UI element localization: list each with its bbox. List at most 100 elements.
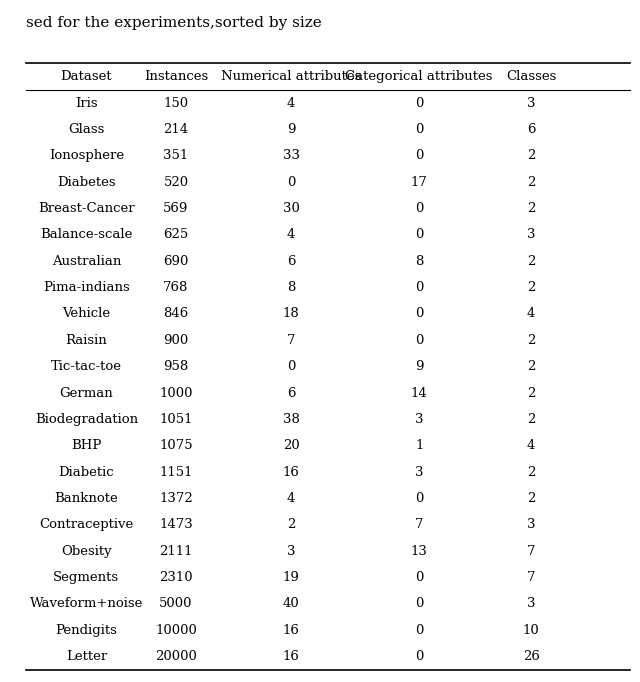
- Text: 958: 958: [163, 360, 189, 373]
- Text: 2: 2: [527, 334, 536, 347]
- Text: 0: 0: [287, 176, 296, 189]
- Text: Biodegradation: Biodegradation: [35, 413, 138, 426]
- Text: Raisin: Raisin: [65, 334, 108, 347]
- Text: 1075: 1075: [159, 439, 193, 452]
- Text: 4: 4: [287, 228, 296, 241]
- Text: 2: 2: [527, 149, 536, 162]
- Text: 30: 30: [283, 202, 300, 215]
- Text: 8: 8: [415, 255, 424, 268]
- Text: 0: 0: [415, 123, 424, 136]
- Text: Banknote: Banknote: [54, 492, 118, 505]
- Text: 2: 2: [527, 360, 536, 373]
- Text: 16: 16: [283, 466, 300, 479]
- Text: 0: 0: [415, 149, 424, 162]
- Text: 2: 2: [527, 413, 536, 426]
- Text: 13: 13: [411, 545, 428, 558]
- Text: Pima-indians: Pima-indians: [43, 281, 130, 294]
- Text: 1051: 1051: [159, 413, 193, 426]
- Text: 10000: 10000: [155, 624, 197, 637]
- Text: 20: 20: [283, 439, 300, 452]
- Text: 6: 6: [287, 255, 296, 268]
- Text: Iris: Iris: [75, 97, 98, 110]
- Text: 6: 6: [287, 387, 296, 400]
- Text: Tic-tac-toe: Tic-tac-toe: [51, 360, 122, 373]
- Text: sed for the experiments,sorted by size: sed for the experiments,sorted by size: [26, 16, 321, 30]
- Text: 625: 625: [163, 228, 189, 241]
- Text: 3: 3: [415, 466, 424, 479]
- Text: 3: 3: [527, 97, 536, 110]
- Text: 6: 6: [527, 123, 536, 136]
- Text: 16: 16: [283, 624, 300, 637]
- Text: Letter: Letter: [66, 650, 107, 663]
- Text: 0: 0: [415, 97, 424, 110]
- Text: 9: 9: [287, 123, 296, 136]
- Text: Ionosphere: Ionosphere: [49, 149, 124, 162]
- Text: 20000: 20000: [155, 650, 197, 663]
- Text: Numerical attributes: Numerical attributes: [221, 70, 362, 83]
- Text: 10: 10: [523, 624, 540, 637]
- Text: 2: 2: [527, 202, 536, 215]
- Text: 214: 214: [163, 123, 189, 136]
- Text: 4: 4: [287, 492, 296, 505]
- Text: 17: 17: [411, 176, 428, 189]
- Text: Diabetes: Diabetes: [57, 176, 116, 189]
- Text: 2: 2: [527, 466, 536, 479]
- Text: 5000: 5000: [159, 597, 193, 610]
- Text: 19: 19: [283, 571, 300, 584]
- Text: 2: 2: [527, 387, 536, 400]
- Text: 3: 3: [527, 518, 536, 531]
- Text: 1000: 1000: [159, 387, 193, 400]
- Text: 8: 8: [287, 281, 296, 294]
- Text: 2310: 2310: [159, 571, 193, 584]
- Text: 0: 0: [415, 202, 424, 215]
- Text: 7: 7: [287, 334, 296, 347]
- Text: Pendigits: Pendigits: [56, 624, 117, 637]
- Text: Dataset: Dataset: [61, 70, 112, 83]
- Text: 351: 351: [163, 149, 189, 162]
- Text: Balance-scale: Balance-scale: [40, 228, 132, 241]
- Text: Contraceptive: Contraceptive: [39, 518, 134, 531]
- Text: 2: 2: [527, 176, 536, 189]
- Text: 0: 0: [415, 308, 424, 321]
- Text: 3: 3: [287, 545, 296, 558]
- Text: 0: 0: [415, 624, 424, 637]
- Text: 16: 16: [283, 650, 300, 663]
- Text: Classes: Classes: [506, 70, 556, 83]
- Text: 33: 33: [283, 149, 300, 162]
- Text: Glass: Glass: [68, 123, 104, 136]
- Text: 3: 3: [415, 413, 424, 426]
- Text: 1372: 1372: [159, 492, 193, 505]
- Text: 1: 1: [415, 439, 424, 452]
- Text: 1151: 1151: [159, 466, 193, 479]
- Text: Obesity: Obesity: [61, 545, 112, 558]
- Text: 690: 690: [163, 255, 189, 268]
- Text: 3: 3: [527, 597, 536, 610]
- Text: 0: 0: [287, 360, 296, 373]
- Text: 520: 520: [163, 176, 189, 189]
- Text: Breast-Cancer: Breast-Cancer: [38, 202, 134, 215]
- Text: 0: 0: [415, 571, 424, 584]
- Text: 0: 0: [415, 228, 424, 241]
- Text: 2111: 2111: [159, 545, 193, 558]
- Text: 14: 14: [411, 387, 428, 400]
- Text: 569: 569: [163, 202, 189, 215]
- Text: Waveform+noise: Waveform+noise: [29, 597, 143, 610]
- Text: 9: 9: [415, 360, 424, 373]
- Text: 2: 2: [527, 255, 536, 268]
- Text: 3: 3: [527, 228, 536, 241]
- Text: Diabetic: Diabetic: [59, 466, 114, 479]
- Text: 7: 7: [415, 518, 424, 531]
- Text: Categorical attributes: Categorical attributes: [346, 70, 493, 83]
- Text: 846: 846: [163, 308, 189, 321]
- Text: 18: 18: [283, 308, 300, 321]
- Text: BHP: BHP: [71, 439, 102, 452]
- Text: 900: 900: [163, 334, 189, 347]
- Text: 4: 4: [527, 308, 536, 321]
- Text: 768: 768: [163, 281, 189, 294]
- Text: 2: 2: [527, 281, 536, 294]
- Text: 0: 0: [415, 334, 424, 347]
- Text: Australian: Australian: [52, 255, 121, 268]
- Text: 0: 0: [415, 650, 424, 663]
- Text: 150: 150: [163, 97, 189, 110]
- Text: 2: 2: [287, 518, 296, 531]
